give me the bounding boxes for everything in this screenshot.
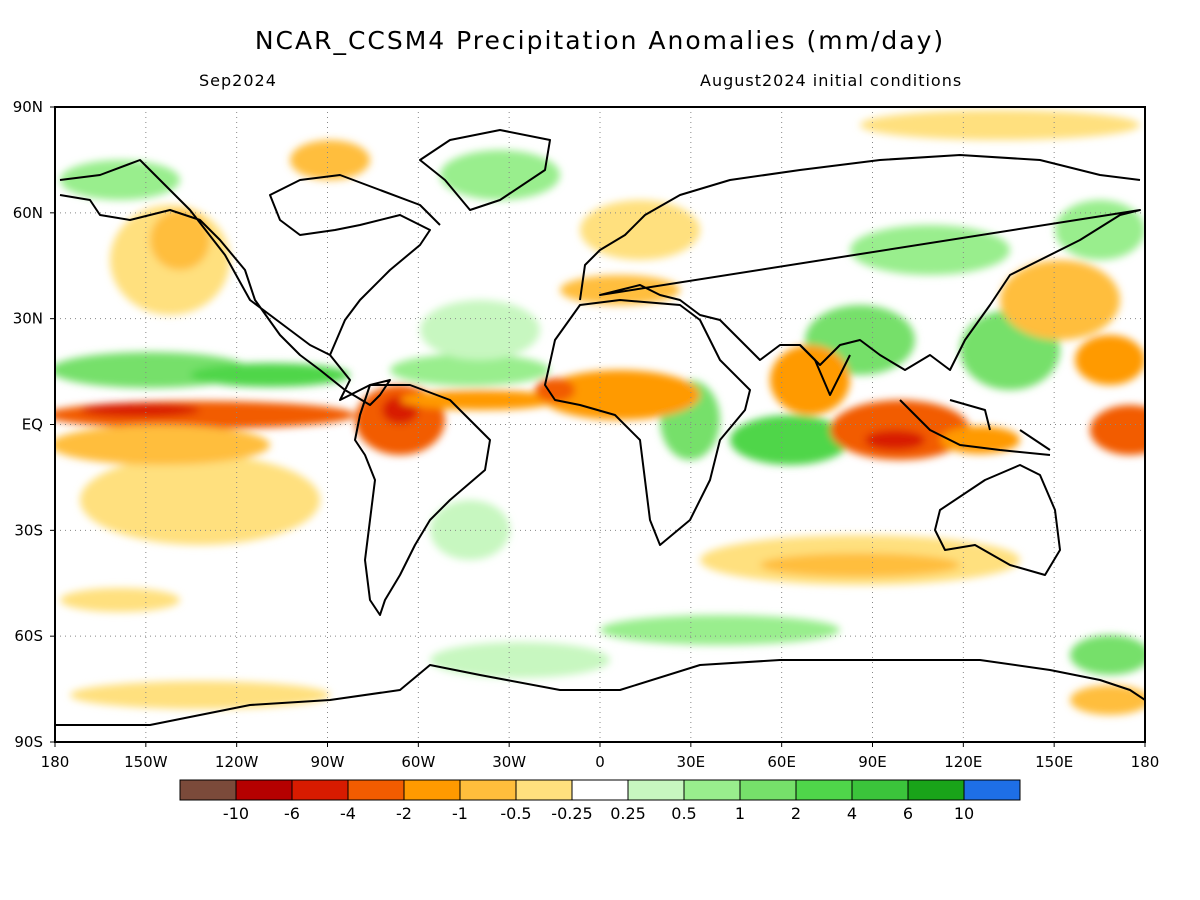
colorbar-label: 0.5: [671, 804, 696, 823]
colorbar-swatch: [291, 779, 349, 801]
ross-sea-wet: [1070, 635, 1145, 675]
lon-tick-label: 30E: [677, 753, 706, 771]
gridlines: [55, 107, 1145, 742]
colorbar-label: -6: [284, 804, 300, 823]
equatorial-pacific-dry-core: [80, 403, 200, 417]
antarctica-coast: [55, 659, 1145, 726]
canadian-arctic-dry: [290, 140, 370, 180]
colorbar-label: -4: [340, 804, 356, 823]
lon-tick-label: 150E: [1035, 753, 1073, 771]
north-atlantic-wet: [420, 300, 540, 360]
alaska-wet: [60, 160, 180, 200]
equatorial-pacific-dry-south: [55, 425, 270, 465]
greenland-coast: [419, 129, 551, 211]
colorbar-label: 4: [847, 804, 857, 823]
colorbar-label: -0.5: [500, 804, 531, 823]
greenland-wet: [440, 150, 560, 200]
central-north-pacific-dry: [1075, 335, 1145, 385]
coastlines: [55, 129, 1145, 726]
lon-tick-label: 120W: [215, 753, 259, 771]
northwest-pacific-dry: [1000, 260, 1120, 340]
initial-conditions: August2024 initial conditions: [700, 71, 963, 90]
eurasia-coast: [579, 154, 1141, 371]
gulf-of-alaska-dry: [150, 210, 210, 270]
north-america-coast: [59, 159, 391, 406]
colorbar-swatch: [963, 779, 1021, 801]
lon-tick-label: 180: [41, 753, 70, 771]
lat-tick-label: 60N: [13, 204, 43, 222]
lon-tick-label: 30W: [492, 753, 526, 771]
colorbar-label: -2: [396, 804, 412, 823]
lat-tick-label: 30N: [13, 310, 43, 328]
colorbar-swatch: [851, 779, 909, 801]
ross-ice-dry: [1070, 685, 1145, 715]
colorbar-swatch: [179, 779, 237, 801]
colorbar-label: -10: [223, 804, 249, 823]
colorbar-swatch: [739, 779, 797, 801]
colorbar-label: 0.25: [610, 804, 646, 823]
africa-coast: [544, 299, 751, 546]
colorbar-label: -1: [452, 804, 468, 823]
south-indian-dry-core: [760, 553, 960, 577]
western-indian-ocean-wet: [730, 415, 850, 465]
colorbar-swatch: [515, 779, 573, 801]
australia-coast: [934, 464, 1061, 576]
east-siberia-wet: [1055, 200, 1145, 260]
equatorial-atlantic-dry: [400, 390, 560, 410]
weddell-wet: [430, 642, 610, 678]
tropical-atlantic-wet: [390, 354, 550, 386]
colorbar: -10 -6 -4 -2 -1 -0.5 -0.25 0.25 0.5 1 2 4 6 10: [179, 779, 1021, 823]
map-title: NCAR_CCSM4 Precipitation Anomalies (mm/d…: [254, 26, 946, 55]
arabian-sea-dry: [770, 345, 850, 415]
south-america-coast: [354, 384, 491, 616]
colorbar-swatch: [907, 779, 965, 801]
forecast-month: Sep2024: [199, 71, 277, 90]
arctic-dry: [860, 110, 1140, 140]
colorbar-swatch: [459, 779, 517, 801]
colorbar-swatch: [235, 779, 293, 801]
lon-tick-label: 0: [595, 753, 605, 771]
colorbar-label: -0.25: [551, 804, 592, 823]
colorbar-label: 1: [735, 804, 745, 823]
lon-tick-label: 180: [1131, 753, 1160, 771]
sahel-dry: [540, 370, 700, 420]
south-pacific-dry: [80, 455, 320, 545]
north-america-east-coast: [269, 174, 441, 356]
lon-tick-label: 60E: [767, 753, 796, 771]
colorbar-swatch: [571, 779, 629, 801]
amundsen-dry: [70, 681, 330, 709]
eastern-indian-dry: [830, 400, 970, 460]
colorbar-label: 6: [903, 804, 913, 823]
lat-tick-label: EQ: [22, 416, 43, 434]
maritime-continent-dry: [940, 426, 1020, 454]
colorbar-swatch: [795, 779, 853, 801]
north-pacific-wet-band-core: [190, 363, 350, 387]
lon-tick-label: 90E: [858, 753, 887, 771]
colorbar-swatch: [347, 779, 405, 801]
lon-tick-label: 120E: [944, 753, 982, 771]
lon-tick-label: 90W: [311, 753, 345, 771]
colorbar-swatch: [627, 779, 685, 801]
maritime-continent-coast: [899, 399, 1051, 456]
eastern-indian-dry-core: [865, 430, 925, 450]
india-coast: [799, 344, 851, 396]
colorbar-label: 2: [791, 804, 801, 823]
south-pacific-60s-dry: [60, 588, 180, 612]
anomaly-field: [55, 107, 1145, 742]
latitude-ticks: 90N 60N 30N EQ 30S 60S 90S: [13, 98, 55, 751]
colorbar-label: 10: [954, 804, 974, 823]
lon-tick-label: 60W: [401, 753, 435, 771]
southern-ocean-wet: [600, 615, 840, 645]
colorbar-swatch: [403, 779, 461, 801]
dateline-dry: [1090, 405, 1145, 455]
longitude-ticks: 180 150W 120W 90W 60W 30W 0 30E 60E 90E 120E 150E 18…: [41, 742, 1160, 771]
lat-tick-label: 60S: [14, 627, 43, 645]
central-asia-wet: [850, 225, 1010, 275]
lat-tick-label: 90S: [14, 733, 43, 751]
lon-tick-label: 150W: [124, 753, 168, 771]
lat-tick-label: 90N: [13, 98, 43, 116]
colorbar-swatch: [683, 779, 741, 801]
lat-tick-label: 30S: [14, 521, 43, 539]
